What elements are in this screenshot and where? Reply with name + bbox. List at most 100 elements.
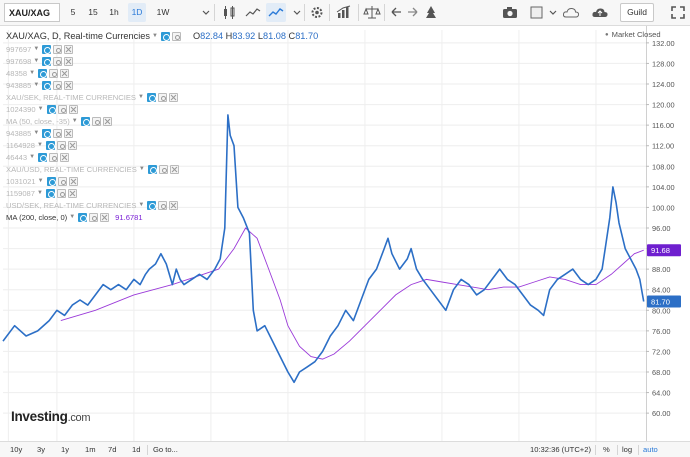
study-row[interactable]: 943885 ▼ bbox=[6, 79, 318, 91]
eye-icon[interactable] bbox=[78, 212, 88, 222]
auto-scale-toggle[interactable]: auto bbox=[643, 445, 658, 454]
compare-scales-icon[interactable] bbox=[362, 3, 382, 22]
eye-icon[interactable] bbox=[45, 140, 55, 150]
gear-icon[interactable] bbox=[158, 200, 168, 210]
chevron-down-icon[interactable]: ▼ bbox=[33, 130, 40, 136]
gear-icon[interactable] bbox=[56, 188, 66, 198]
chevron-down-icon[interactable] bbox=[287, 3, 307, 22]
chevron-down-icon[interactable]: ▼ bbox=[71, 118, 78, 124]
eye-icon[interactable] bbox=[38, 68, 48, 78]
study-row[interactable]: 1024390 ▼ bbox=[6, 103, 318, 115]
close-icon[interactable] bbox=[60, 152, 70, 162]
gear-icon[interactable] bbox=[91, 116, 101, 126]
layout-square-icon[interactable] bbox=[527, 3, 547, 22]
gear-icon[interactable] bbox=[53, 128, 63, 138]
range-10y-button[interactable]: 10y bbox=[10, 445, 23, 454]
study-row[interactable]: 1031021 ▼ bbox=[6, 175, 318, 187]
chevron-down-icon[interactable]: ▼ bbox=[151, 33, 158, 39]
range-1y-button[interactable]: 1y bbox=[61, 445, 70, 454]
eye-icon[interactable] bbox=[146, 92, 156, 102]
chevron-down-icon[interactable]: ▼ bbox=[138, 166, 145, 172]
study-row[interactable]: 1159087 ▼ bbox=[6, 187, 318, 199]
chevron-down-icon[interactable]: ▼ bbox=[69, 214, 76, 220]
close-icon[interactable] bbox=[60, 68, 70, 78]
study-row-ma200[interactable]: MA (200, close, 0) ▼ 91.6781 bbox=[6, 211, 318, 223]
log-scale-toggle[interactable]: log bbox=[622, 445, 633, 454]
gear-icon[interactable] bbox=[307, 3, 327, 22]
interval-5-button[interactable]: 5 bbox=[70, 7, 76, 17]
close-icon[interactable] bbox=[68, 176, 78, 186]
gear-icon[interactable] bbox=[57, 176, 67, 186]
close-icon[interactable] bbox=[64, 128, 74, 138]
close-icon[interactable] bbox=[67, 188, 77, 198]
chevron-down-icon[interactable]: ▼ bbox=[29, 154, 36, 160]
price-chart[interactable]: 60.00 64.00 68.00 72.00 76.00 80.00 84.00 88.00… bbox=[0, 26, 690, 457]
gear-icon[interactable] bbox=[57, 104, 67, 114]
indicators-icon[interactable] bbox=[334, 3, 354, 22]
chevron-down-icon[interactable]: ▼ bbox=[37, 190, 43, 196]
eye-icon[interactable] bbox=[42, 44, 52, 54]
study-row[interactable]: 997697 ▼ bbox=[6, 43, 318, 55]
line-chart-icon[interactable] bbox=[266, 3, 286, 22]
eye-icon[interactable] bbox=[80, 116, 90, 126]
close-icon[interactable] bbox=[102, 116, 112, 126]
price-scale[interactable] bbox=[646, 26, 690, 457]
chevron-down-icon[interactable]: ▼ bbox=[33, 82, 40, 88]
area-chart-icon[interactable] bbox=[243, 3, 263, 22]
range-1m-button[interactable]: 1m bbox=[85, 445, 96, 454]
chevron-down-icon[interactable]: ▼ bbox=[29, 70, 36, 76]
interval-15-button[interactable]: 15 bbox=[88, 7, 98, 17]
close-icon[interactable] bbox=[169, 164, 179, 174]
candlestick-icon[interactable] bbox=[219, 3, 239, 22]
eye-icon[interactable] bbox=[147, 164, 157, 174]
eye-icon[interactable] bbox=[46, 176, 56, 186]
study-row[interactable]: 48358 ▼ bbox=[6, 67, 318, 79]
chevron-down-icon[interactable]: ▼ bbox=[37, 142, 43, 148]
alert-icon[interactable] bbox=[421, 3, 441, 22]
close-icon[interactable] bbox=[169, 200, 179, 210]
chart-area[interactable]: 60.00 64.00 68.00 72.00 76.00 80.00 84.00 88.00… bbox=[0, 26, 690, 457]
gear-icon[interactable] bbox=[158, 164, 168, 174]
symbol-search-input[interactable]: XAU/XAG bbox=[4, 3, 60, 22]
study-row[interactable]: XAU/SEK, REAL-TIME CURRENCIES ▼ bbox=[6, 91, 318, 103]
study-row[interactable]: 1164928 ▼ bbox=[6, 139, 318, 151]
study-row[interactable]: MA (50, close, -35) ▼ bbox=[6, 115, 318, 127]
chevron-down-icon[interactable]: ▼ bbox=[137, 94, 144, 100]
goto-date-button[interactable]: Go to... bbox=[153, 445, 178, 454]
range-3y-button[interactable]: 3y bbox=[37, 445, 46, 454]
gear-icon[interactable] bbox=[56, 140, 66, 150]
price-line[interactable] bbox=[2, 114, 645, 384]
gear-icon[interactable] bbox=[53, 80, 63, 90]
chevron-down-icon[interactable] bbox=[196, 3, 216, 22]
eye-icon[interactable] bbox=[46, 104, 56, 114]
gear-icon[interactable] bbox=[49, 68, 59, 78]
chevron-down-icon[interactable]: ▼ bbox=[138, 202, 145, 208]
cloud-save-icon[interactable] bbox=[561, 3, 581, 22]
eye-icon[interactable] bbox=[160, 31, 170, 41]
study-row[interactable]: XAU/USD, REAL-TIME CURRENCIES ▼ bbox=[6, 163, 318, 175]
close-icon[interactable] bbox=[64, 80, 74, 90]
chevron-down-icon[interactable]: ▼ bbox=[33, 58, 40, 64]
chevron-down-icon[interactable]: ▼ bbox=[33, 46, 40, 52]
eye-icon[interactable] bbox=[38, 152, 48, 162]
redo-icon[interactable] bbox=[403, 3, 423, 22]
study-row[interactable]: 997698 ▼ bbox=[6, 55, 318, 67]
study-row[interactable]: USD/SEK, REAL-TIME CURRENCIES ▼ bbox=[6, 199, 318, 211]
close-icon[interactable] bbox=[100, 212, 110, 222]
undo-icon[interactable] bbox=[386, 3, 406, 22]
eye-icon[interactable] bbox=[42, 80, 52, 90]
close-icon[interactable] bbox=[168, 92, 178, 102]
interval-1w-button[interactable]: 1W bbox=[156, 7, 170, 17]
gear-icon[interactable] bbox=[89, 212, 99, 222]
interval-1d-button[interactable]: 1D bbox=[128, 3, 146, 22]
gear-icon[interactable] bbox=[171, 31, 181, 41]
cloud-upload-icon[interactable] bbox=[590, 3, 610, 22]
ma-200-line[interactable] bbox=[60, 227, 644, 360]
interval-1h-button[interactable]: 1h bbox=[109, 7, 119, 17]
gear-icon[interactable] bbox=[53, 56, 63, 66]
close-icon[interactable] bbox=[68, 104, 78, 114]
camera-icon[interactable] bbox=[500, 3, 520, 22]
guild-button[interactable]: Guild bbox=[620, 3, 654, 22]
gear-icon[interactable] bbox=[49, 152, 59, 162]
eye-icon[interactable] bbox=[147, 200, 157, 210]
